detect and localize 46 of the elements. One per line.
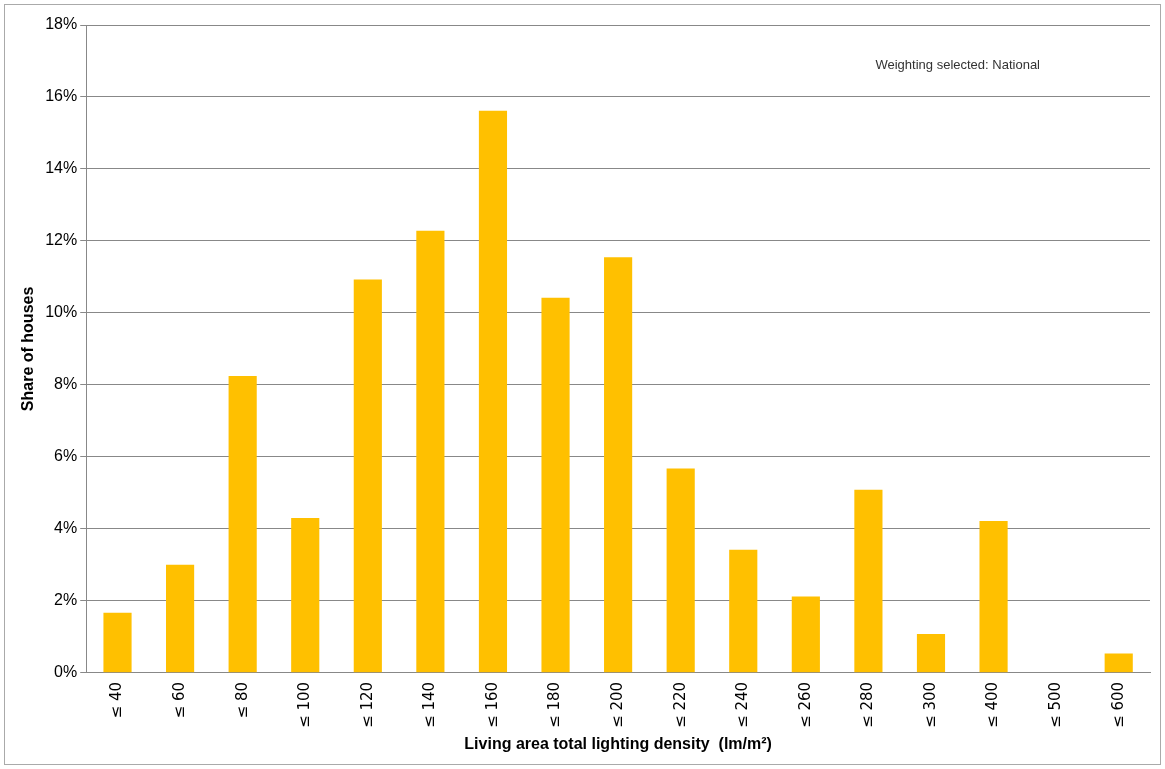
y-tick-label: 16% [45,87,78,105]
bar [103,612,132,673]
y-tick-label: 18% [45,15,78,33]
x-tick-label: ≤ 100 [295,681,314,728]
bar [228,375,257,673]
x-tick-label: ≤ 40 [107,681,126,719]
y-tick-label: 8% [54,375,78,393]
y-tick-label: 2% [54,591,78,609]
x-axis-title: Living area total lighting density (lm/m²) [464,734,772,752]
x-tick-label: ≤ 140 [420,681,439,728]
y-tick-label: 0% [54,663,78,681]
x-tick-label: ≤ 60 [169,681,188,719]
y-tick-label: 4% [54,519,78,537]
bar [166,564,195,673]
bar [353,279,382,673]
x-tick-label: ≤ 400 [983,681,1002,728]
y-axis-title: Share of houses [19,286,37,412]
x-tick-label: ≤ 600 [1108,681,1127,728]
bar [666,468,695,673]
x-tick-label: ≤ 280 [858,681,877,728]
x-tick-label: ≤ 240 [733,681,752,728]
y-tick-label: 14% [45,159,78,177]
bar [478,110,508,673]
y-tick-label: 10% [45,303,78,321]
x-tick-label: ≤ 80 [232,681,251,719]
x-tick-label: ≤ 500 [1046,681,1065,728]
annotation: Weighting selected: National [875,56,1041,72]
bar [291,518,320,673]
bar [854,489,883,673]
bar [416,230,445,673]
x-tick-label: ≤ 260 [795,681,814,728]
bar [979,520,1008,673]
bar [729,549,758,673]
x-tick-label: ≤ 200 [608,681,626,728]
x-tick-label: ≤ 220 [670,681,689,728]
bar [1104,653,1133,673]
bar [541,297,570,673]
y-tick-label: 12% [45,231,78,249]
bar [916,633,946,673]
x-tick-label: ≤ 180 [545,681,564,728]
x-tick-label: ≤ 120 [357,681,376,728]
bar [791,596,820,673]
x-tick-label: ≤ 300 [920,681,939,728]
x-tick-label: ≤ 160 [482,681,501,728]
bar [604,257,633,673]
y-tick-label: 6% [54,447,78,465]
